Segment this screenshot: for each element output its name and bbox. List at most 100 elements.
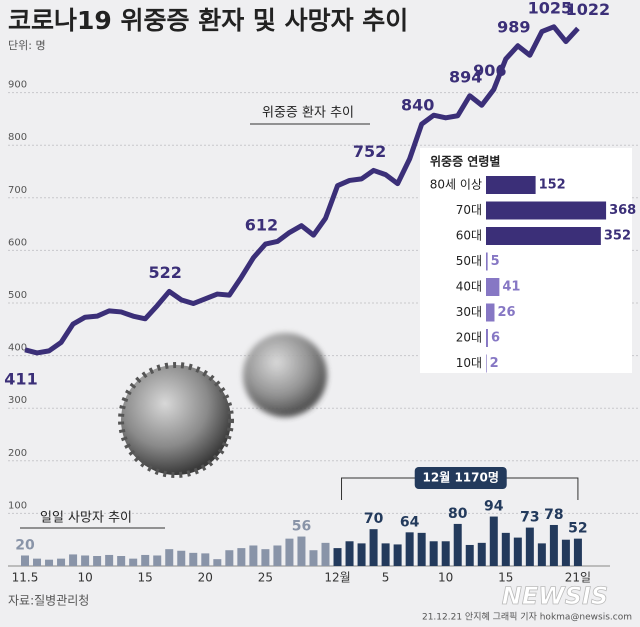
bar — [177, 550, 186, 566]
bar — [465, 544, 474, 566]
y-tick-label: 600 — [8, 237, 27, 248]
bar — [141, 554, 150, 566]
inset-bar — [486, 201, 607, 220]
data-label: 1022 — [566, 0, 611, 19]
bar — [309, 550, 318, 566]
x-tick-label: 20 — [198, 571, 213, 585]
inset-category: 40대 — [456, 280, 482, 294]
inset-bar — [486, 303, 495, 322]
y-tick-label: 900 — [8, 80, 27, 91]
data-label: 73 — [520, 510, 539, 526]
x-tick-label: 25 — [258, 571, 273, 585]
data-label: 894 — [449, 67, 482, 86]
bar — [129, 558, 138, 566]
bar — [369, 529, 378, 566]
x-tick-label: 12월 — [324, 571, 350, 585]
series-label: 위중증 환자 추이 — [262, 106, 354, 121]
bar — [525, 527, 534, 566]
bar — [33, 558, 42, 566]
x-tick-label: 11.5 — [12, 571, 39, 585]
x-tick-label: 10 — [438, 571, 453, 585]
y-tick-label: 100 — [8, 500, 27, 511]
bar — [537, 543, 546, 566]
inset-value: 368 — [609, 203, 636, 218]
bar — [453, 523, 462, 566]
data-label: 840 — [401, 96, 434, 115]
y-tick-label: 800 — [8, 132, 27, 143]
x-tick-label: 10 — [77, 571, 92, 585]
x-tick-label: 15 — [498, 571, 513, 585]
x-tick-label: 15 — [138, 571, 153, 585]
bar — [249, 545, 258, 566]
bar — [285, 538, 294, 566]
bar — [561, 539, 570, 566]
inset-value: 152 — [539, 178, 566, 193]
bar — [45, 559, 54, 566]
bar — [501, 532, 510, 566]
y-tick-label: 400 — [8, 343, 27, 354]
bar — [213, 559, 222, 566]
data-label: 56 — [292, 519, 311, 535]
y-tick-label: 200 — [8, 448, 27, 459]
bar — [261, 549, 270, 566]
bar — [345, 541, 354, 566]
inset-category: 70대 — [456, 203, 482, 217]
bar — [153, 555, 162, 566]
bar — [69, 554, 78, 566]
bar — [381, 543, 390, 566]
inset-value: 2 — [490, 356, 499, 371]
bar — [489, 516, 498, 566]
bar — [417, 532, 426, 566]
bar — [93, 556, 102, 566]
y-tick-label: 700 — [8, 185, 27, 196]
y-tick-label: 300 — [8, 395, 27, 406]
inset-category: 50대 — [456, 254, 482, 268]
bar — [321, 542, 330, 566]
data-label: 64 — [400, 514, 420, 530]
bar — [273, 545, 282, 566]
annotation: 12월 1170명 — [423, 470, 499, 485]
bar — [573, 538, 582, 566]
data-label: 94 — [484, 499, 504, 515]
data-label: 52 — [568, 521, 587, 537]
inset-value: 6 — [491, 331, 500, 346]
data-label: 20 — [15, 537, 35, 553]
data-label: 1025 — [528, 0, 573, 17]
bar — [405, 532, 414, 566]
bar — [441, 541, 450, 566]
data-label: 989 — [497, 17, 530, 36]
bar — [81, 555, 90, 566]
data-label: 78 — [544, 507, 563, 523]
series-label: 일일 사망자 추이 — [40, 511, 132, 526]
inset-category: 10대 — [456, 356, 482, 370]
source: 자료:질병관리청 — [8, 594, 89, 608]
bar — [105, 554, 114, 566]
inset-bar — [486, 278, 500, 296]
y-tick-label: 500 — [8, 290, 27, 301]
x-tick-label: 5 — [382, 571, 390, 585]
bar — [393, 544, 402, 566]
bar — [225, 550, 234, 566]
data-label: 411 — [4, 369, 37, 388]
unit-label: 단위: 명 — [8, 39, 46, 52]
data-label: 70 — [364, 511, 384, 527]
bar — [297, 536, 306, 566]
inset-value: 352 — [604, 229, 631, 244]
data-label: 906 — [473, 61, 506, 80]
data-label: 752 — [353, 142, 386, 161]
bar — [165, 549, 174, 566]
bar — [357, 543, 366, 566]
bar — [57, 558, 66, 566]
bar — [429, 541, 438, 566]
virus-illustration — [118, 333, 327, 478]
data-label: 522 — [149, 263, 182, 282]
bar — [333, 548, 342, 566]
inset-value: 26 — [497, 305, 515, 320]
bar — [21, 555, 29, 566]
bar — [513, 537, 522, 566]
x-tick-label: 21일 — [565, 571, 591, 585]
bar — [201, 553, 210, 566]
line — [24, 24, 580, 356]
